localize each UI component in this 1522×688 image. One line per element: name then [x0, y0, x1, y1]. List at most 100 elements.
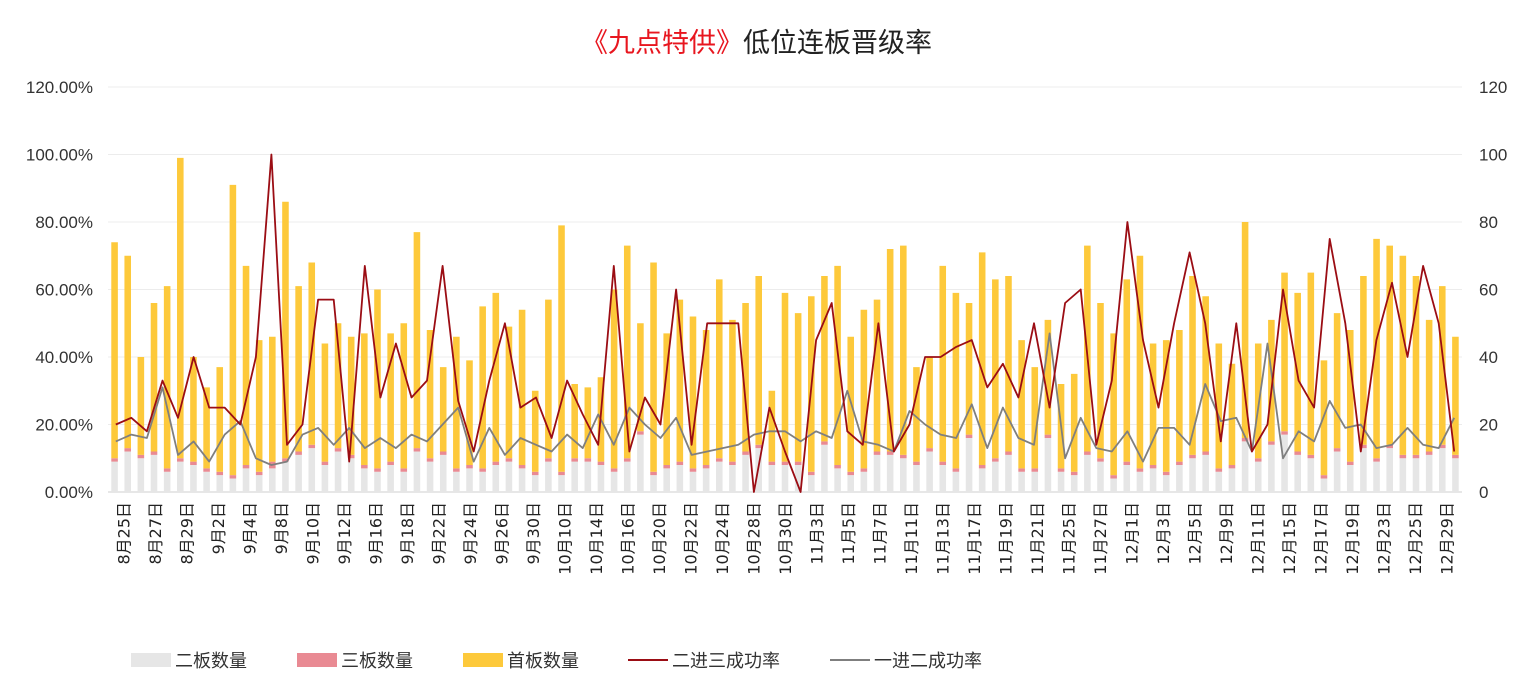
bar-sanban: [715, 458, 723, 462]
bar-shouban: [768, 390, 776, 462]
bar-shouban: [1070, 373, 1078, 472]
bar-shouban: [479, 306, 486, 469]
bar-sanban: [163, 468, 171, 472]
bar-sanban: [1294, 451, 1301, 455]
bar-sanban: [1162, 471, 1170, 476]
bar-shouban: [978, 252, 986, 465]
x-axis-tick: 12月29日: [1437, 502, 1456, 575]
bar-erban: [163, 471, 171, 492]
bar-sanban: [808, 471, 815, 476]
bar-sanban: [781, 461, 789, 465]
bar-erban: [1057, 471, 1065, 492]
bar-shouban: [702, 330, 710, 465]
right-axis-tick: 60: [1479, 281, 1498, 300]
bar-erban: [295, 454, 302, 492]
bar-sanban: [847, 471, 855, 476]
x-axis-tick: 10月24日: [713, 502, 732, 575]
bar-sanban: [1399, 454, 1407, 459]
x-axis-tick: 12月9日: [1217, 502, 1236, 565]
bar-erban: [1215, 471, 1223, 492]
bar-sanban: [1123, 461, 1131, 465]
bar-shouban: [321, 343, 329, 462]
bar-shouban: [1018, 340, 1025, 469]
bar-sanban: [558, 471, 565, 476]
bar-shouban: [1425, 319, 1433, 452]
bar-erban: [1307, 458, 1315, 492]
bar-shouban: [1386, 245, 1393, 445]
bar-shouban: [1123, 279, 1131, 462]
bar-erban: [663, 468, 670, 492]
bar-sanban: [321, 461, 329, 465]
bar-erban: [900, 458, 907, 492]
bar-sanban: [426, 458, 434, 462]
bar-sanban: [453, 468, 460, 472]
bar-erban: [913, 465, 920, 492]
bar-shouban: [1281, 272, 1288, 432]
bar-sanban: [1373, 458, 1380, 462]
bar-shouban: [571, 384, 578, 459]
bar-erban: [584, 461, 592, 492]
bar-shouban: [1097, 303, 1104, 459]
bar-shouban: [1149, 343, 1157, 465]
bar-shouban: [163, 286, 171, 469]
bar-sanban: [150, 451, 158, 455]
x-axis-tick: 9月8日: [272, 502, 291, 554]
bar-erban: [1044, 438, 1052, 492]
bar-sanban: [623, 458, 631, 462]
legend-label: 一进二成功率: [874, 651, 982, 672]
bar-erban: [1452, 458, 1459, 492]
x-axis-tick: 10月30日: [776, 502, 795, 575]
x-axis-tick: 10月22日: [682, 502, 701, 575]
bar-sanban: [939, 461, 947, 465]
x-axis-tick: 12月17日: [1311, 502, 1330, 575]
bar-sanban: [821, 441, 828, 445]
bar-shouban: [203, 387, 210, 469]
bar-shouban: [860, 309, 868, 469]
bar-shouban: [400, 323, 408, 469]
bar-sanban: [952, 468, 960, 472]
bar-sanban: [1031, 468, 1039, 472]
x-axis-tick: 9月4日: [241, 502, 260, 554]
x-axis-tick: 12月3日: [1154, 502, 1173, 565]
bar-shouban: [1360, 276, 1367, 445]
bar-sanban: [505, 458, 513, 462]
legend-label: 首板数量: [507, 651, 579, 672]
bar-shouban: [873, 299, 881, 452]
bar-shouban: [255, 340, 263, 472]
bar-shouban: [900, 245, 907, 455]
bar-sanban: [637, 431, 644, 435]
bar-shouban: [137, 357, 145, 455]
x-axis-tick: 9月26日: [493, 502, 512, 565]
bar-sanban: [676, 461, 684, 465]
bar-sanban: [1057, 468, 1065, 472]
bar-erban: [439, 454, 447, 492]
bar-shouban: [111, 242, 118, 459]
chart-title-rest: 低位连板晋级率: [743, 28, 932, 59]
bar-erban: [400, 471, 408, 492]
bar-sanban: [900, 454, 907, 459]
bar-erban: [742, 454, 749, 492]
bar-erban: [531, 475, 539, 492]
bar-erban: [886, 454, 894, 492]
bar-sanban: [111, 458, 118, 462]
bar-sanban: [965, 434, 973, 438]
bar-sanban: [229, 475, 237, 479]
bar-shouban: [913, 367, 920, 462]
bar-erban: [676, 465, 684, 492]
bar-erban: [1412, 458, 1420, 492]
bar-erban: [1136, 471, 1144, 492]
right-axis-tick: 100: [1479, 146, 1507, 165]
bar-sanban: [1333, 448, 1341, 452]
bar-sanban: [597, 461, 605, 465]
x-axis-tick: 9月22日: [430, 502, 449, 565]
bar-erban: [111, 461, 118, 492]
bar-sanban: [334, 448, 342, 452]
bar-erban: [1360, 448, 1367, 492]
bar-sanban: [571, 458, 578, 462]
bar-erban: [558, 475, 565, 492]
x-axis-tick: 9月18日: [398, 502, 417, 565]
bar-sanban: [1268, 441, 1275, 445]
bar-sanban: [466, 465, 473, 469]
bar-erban: [1202, 454, 1209, 492]
chart-title-highlight: 《九点特供》: [581, 28, 743, 59]
